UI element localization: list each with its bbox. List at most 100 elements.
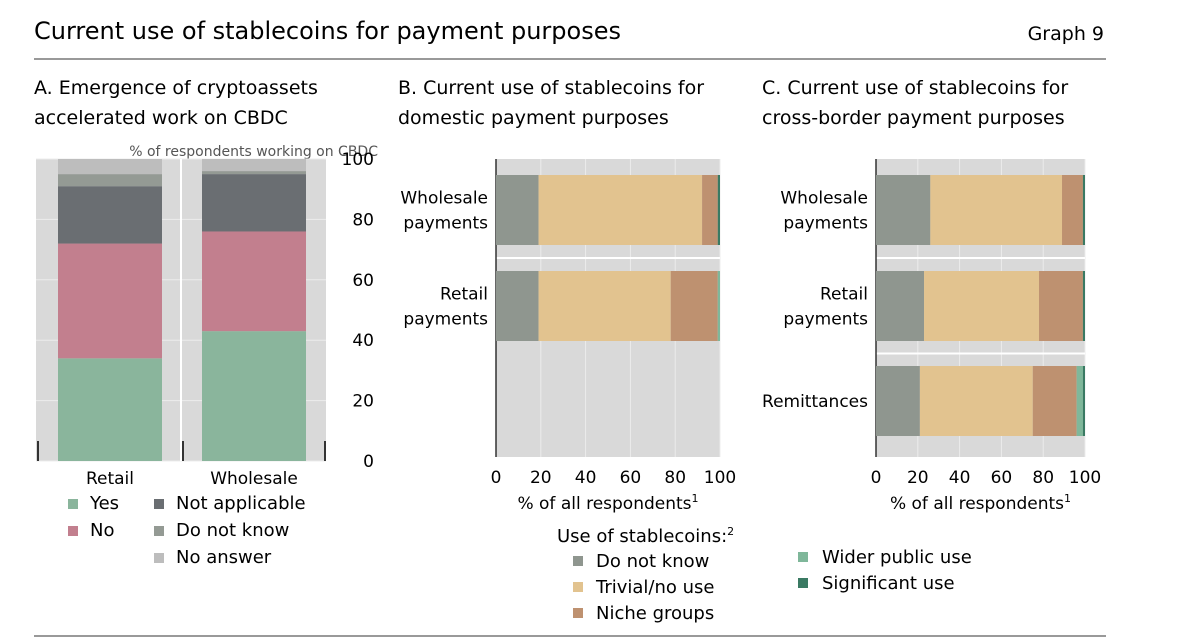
panels: A. Emergence of cryptoassets accelerated … — [34, 77, 1101, 624]
panel-b-xtick-label: 80 — [664, 468, 686, 488]
legend-a-swatch-do-not-know — [154, 526, 164, 536]
legend-c-swatch-wider-public-use — [798, 552, 808, 562]
bar-c-remittances-do-not-know — [876, 366, 920, 436]
legend-c-label-significant-use: Significant use — [822, 573, 955, 594]
panel-b-title-line: domestic payment purposes — [398, 107, 669, 129]
legend-b-title-footnote: 2 — [727, 525, 734, 538]
legend-b-label-trivial-no-use: Trivial/no use — [595, 577, 715, 598]
figure-title: Current use of stablecoins for payment p… — [34, 17, 621, 45]
panel-a-unit-label: % of respondents working on CBDC — [129, 144, 378, 160]
bar-a-wholesale-not-applicable — [202, 174, 306, 232]
panel-a-title-line: accelerated work on CBDC — [34, 107, 288, 129]
bar-c-wholesale-payments-do-not-know — [876, 175, 931, 245]
legend-a-swatch-no — [68, 526, 78, 536]
panel-b-xtick-label: 0 — [491, 468, 502, 488]
panel-c-category-label: Retail — [820, 285, 868, 305]
bar-a-retail-yes — [58, 358, 162, 461]
bar-b-wholesale-payments-significant-use — [717, 175, 720, 245]
legend-b-label-do-not-know: Do not know — [596, 551, 709, 572]
bar-b-retail-payments-do-not-know — [496, 271, 539, 341]
panel-c-xlabel: % of all respondents1 — [890, 492, 1071, 514]
bar-c-retail-payments-niche-groups — [1039, 271, 1083, 341]
panel-b-category-label: payments — [403, 310, 488, 330]
panel-c-xlabel-text: % of all respondents — [890, 494, 1064, 514]
panel-a-ytick-label: 20 — [352, 392, 374, 412]
bar-a-wholesale-do-not-know — [202, 171, 306, 175]
panel-a-ytick-label: 0 — [363, 452, 374, 472]
bar-c-wholesale-payments-niche-groups — [1062, 175, 1083, 245]
bar-c-remittances-trivial-no-use — [919, 366, 1033, 436]
legend-b-title-text: Use of stablecoins: — [557, 526, 727, 547]
panel-c-xtick-label: 20 — [907, 468, 929, 488]
panel-c-xtick-label: 40 — [949, 468, 971, 488]
panel-c-category-label: Remittances — [762, 392, 868, 412]
panel-b-category-label: Retail — [440, 285, 488, 305]
bar-a-retail-not-applicable — [58, 186, 162, 244]
legend-c-swatch-significant-use — [798, 578, 808, 588]
bar-c-retail-payments-do-not-know — [876, 271, 925, 341]
legend-b-title: Use of stablecoins:2 — [557, 525, 734, 547]
panel-b-xlabel-text: % of all respondents — [517, 494, 691, 514]
bar-b-wholesale-payments-do-not-know — [496, 175, 539, 245]
legend-b-label-niche-groups: Niche groups — [596, 603, 714, 624]
legend-a-swatch-not-applicable — [154, 499, 164, 509]
bar-a-retail-no-answer — [58, 159, 162, 175]
panel-c-title-line: cross-border payment purposes — [762, 107, 1065, 129]
panel-b-xlabel-footnote: 1 — [692, 492, 699, 505]
legend-b-swatch-do-not-know — [573, 556, 583, 566]
panel-a-ytick-label: 100 — [342, 150, 374, 170]
bar-a-wholesale-no-answer — [202, 159, 306, 172]
panel-b-xtick-label: 40 — [575, 468, 597, 488]
bar-c-remittances-significant-use — [1082, 366, 1085, 436]
bar-c-wholesale-payments-trivial-no-use — [930, 175, 1063, 245]
panel-c-xtick-label: 0 — [871, 468, 882, 488]
bar-a-wholesale-no — [202, 231, 306, 332]
bar-c-remittances-niche-groups — [1032, 366, 1077, 436]
legend-b-swatch-trivial-no-use — [573, 582, 583, 592]
panel-c-xtick-label: 100 — [1069, 468, 1101, 488]
panel-c-xtick-label: 80 — [1032, 468, 1054, 488]
bar-a-retail-no — [58, 243, 162, 359]
bar-a-retail-do-not-know — [58, 174, 162, 187]
panel-b-category-label: Wholesale — [400, 189, 488, 209]
legend-a-label-no-answer: No answer — [176, 547, 272, 568]
legend-c-label-wider-public-use: Wider public use — [822, 547, 972, 568]
legend-b-swatch-niche-groups — [573, 608, 583, 618]
bar-b-retail-payments-trivial-no-use — [538, 271, 671, 341]
bar-b-wholesale-payments-niche-groups — [702, 175, 718, 245]
legend-a-label-not-applicable: Not applicable — [176, 493, 306, 514]
panel-c-title-line: C. Current use of stablecoins for — [762, 77, 1068, 99]
panel-b-xlabel: % of all respondents1 — [517, 492, 698, 514]
panel-b-xtick-label: 100 — [704, 468, 736, 488]
panel-a-ytick-label: 80 — [352, 210, 374, 230]
panel-b-xtick-label: 60 — [620, 468, 642, 488]
bar-c-wholesale-payments-significant-use — [1082, 175, 1085, 245]
panel-b-xtick-label: 20 — [530, 468, 552, 488]
legend-a-label-do-not-know: Do not know — [176, 520, 289, 541]
legend-a-swatch-yes — [68, 499, 78, 509]
legend-a-label-yes: Yes — [89, 493, 119, 514]
panel-c-category-label: payments — [783, 214, 868, 234]
bar-c-retail-payments-significant-use — [1082, 271, 1085, 341]
panel-a-title-line: A. Emergence of cryptoassets — [34, 77, 318, 99]
panel-a-category-label: Retail — [86, 469, 134, 489]
panel-b-title-line: B. Current use of stablecoins for — [398, 77, 704, 99]
panel-a-ytick-label: 40 — [352, 331, 374, 351]
bar-c-retail-payments-trivial-no-use — [924, 271, 1040, 341]
bar-a-wholesale-yes — [202, 331, 306, 461]
panel-a-ytick-label: 60 — [352, 271, 374, 291]
panel-c-xlabel-footnote: 1 — [1064, 492, 1071, 505]
bar-b-retail-payments-niche-groups — [670, 271, 718, 341]
panel-c-category-label: payments — [783, 310, 868, 330]
graph-label: Graph 9 — [1028, 23, 1104, 45]
panel-c-xtick-label: 60 — [991, 468, 1013, 488]
legend-a-label-no: No — [90, 520, 114, 541]
bar-c-remittances-wider-public-use — [1076, 366, 1083, 436]
legend-a-swatch-no-answer — [154, 553, 164, 563]
bar-b-wholesale-payments-trivial-no-use — [538, 175, 703, 245]
panel-b-category-label: payments — [403, 214, 488, 234]
panel-a-category-label: Wholesale — [210, 469, 298, 489]
panel-c-category-label: Wholesale — [780, 189, 868, 209]
bar-b-retail-payments-wider-public-use — [717, 271, 720, 341]
